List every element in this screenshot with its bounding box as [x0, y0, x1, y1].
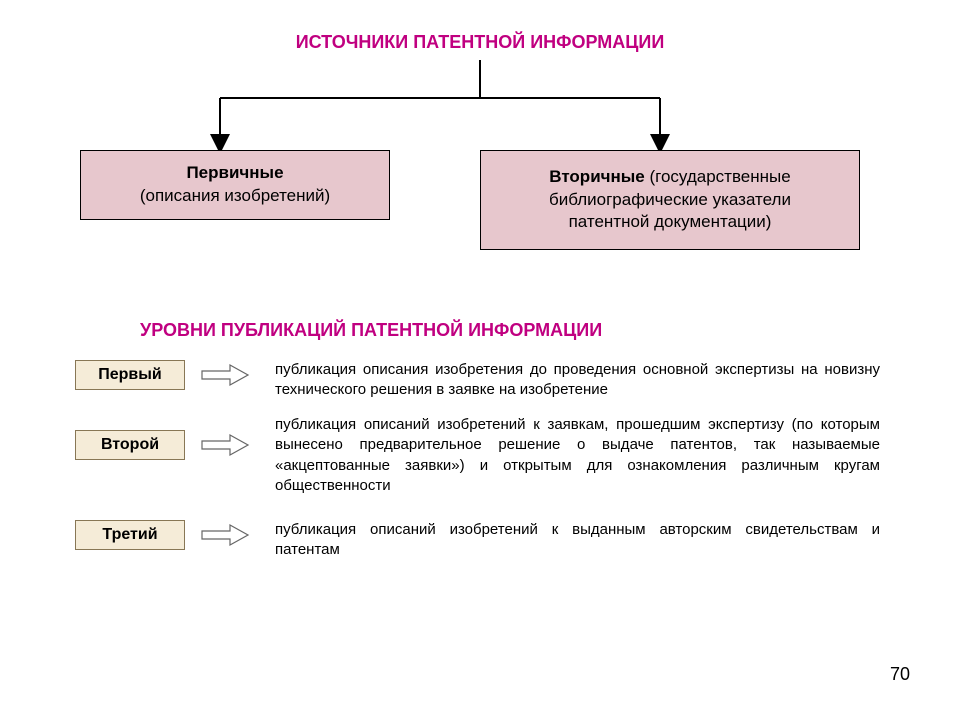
level-box-3: Третий — [75, 520, 185, 550]
arrow-icon — [200, 433, 250, 457]
arrow-icon — [200, 523, 250, 547]
box-primary: Первичные (описания изобретений) — [80, 150, 390, 220]
level-desc-3: публикация описаний изобретений к выданн… — [275, 520, 880, 561]
box-secondary-title: Вторичные — [549, 167, 644, 186]
tree-connector — [0, 58, 960, 158]
level-box-2: Второй — [75, 430, 185, 460]
box-primary-title: Первичные — [186, 163, 283, 182]
box-secondary-line3: патентной документации) — [569, 211, 772, 234]
level-label-3: Третий — [102, 526, 157, 544]
box-secondary-line2: библиографические указатели — [549, 189, 791, 212]
level-label-1: Первый — [98, 366, 162, 384]
arrow-icon — [200, 363, 250, 387]
level-desc-1: публикация описания изобретения до прове… — [275, 360, 880, 401]
level-box-1: Первый — [75, 360, 185, 390]
main-title: ИСТОЧНИКИ ПАТЕНТНОЙ ИНФОРМАЦИИ — [0, 32, 960, 53]
level-desc-2: публикация описаний изобретений к заявка… — [275, 415, 880, 496]
page-number: 70 — [890, 664, 910, 685]
box-primary-sub: (описания изобретений) — [140, 185, 330, 208]
box-secondary: Вторичные (государственные библиографиче… — [480, 150, 860, 250]
level-label-2: Второй — [101, 436, 159, 454]
box-secondary-title-rest: (государственные — [645, 167, 791, 186]
levels-title: УРОВНИ ПУБЛИКАЦИЙ ПАТЕНТНОЙ ИНФОРМАЦИИ — [140, 320, 602, 341]
